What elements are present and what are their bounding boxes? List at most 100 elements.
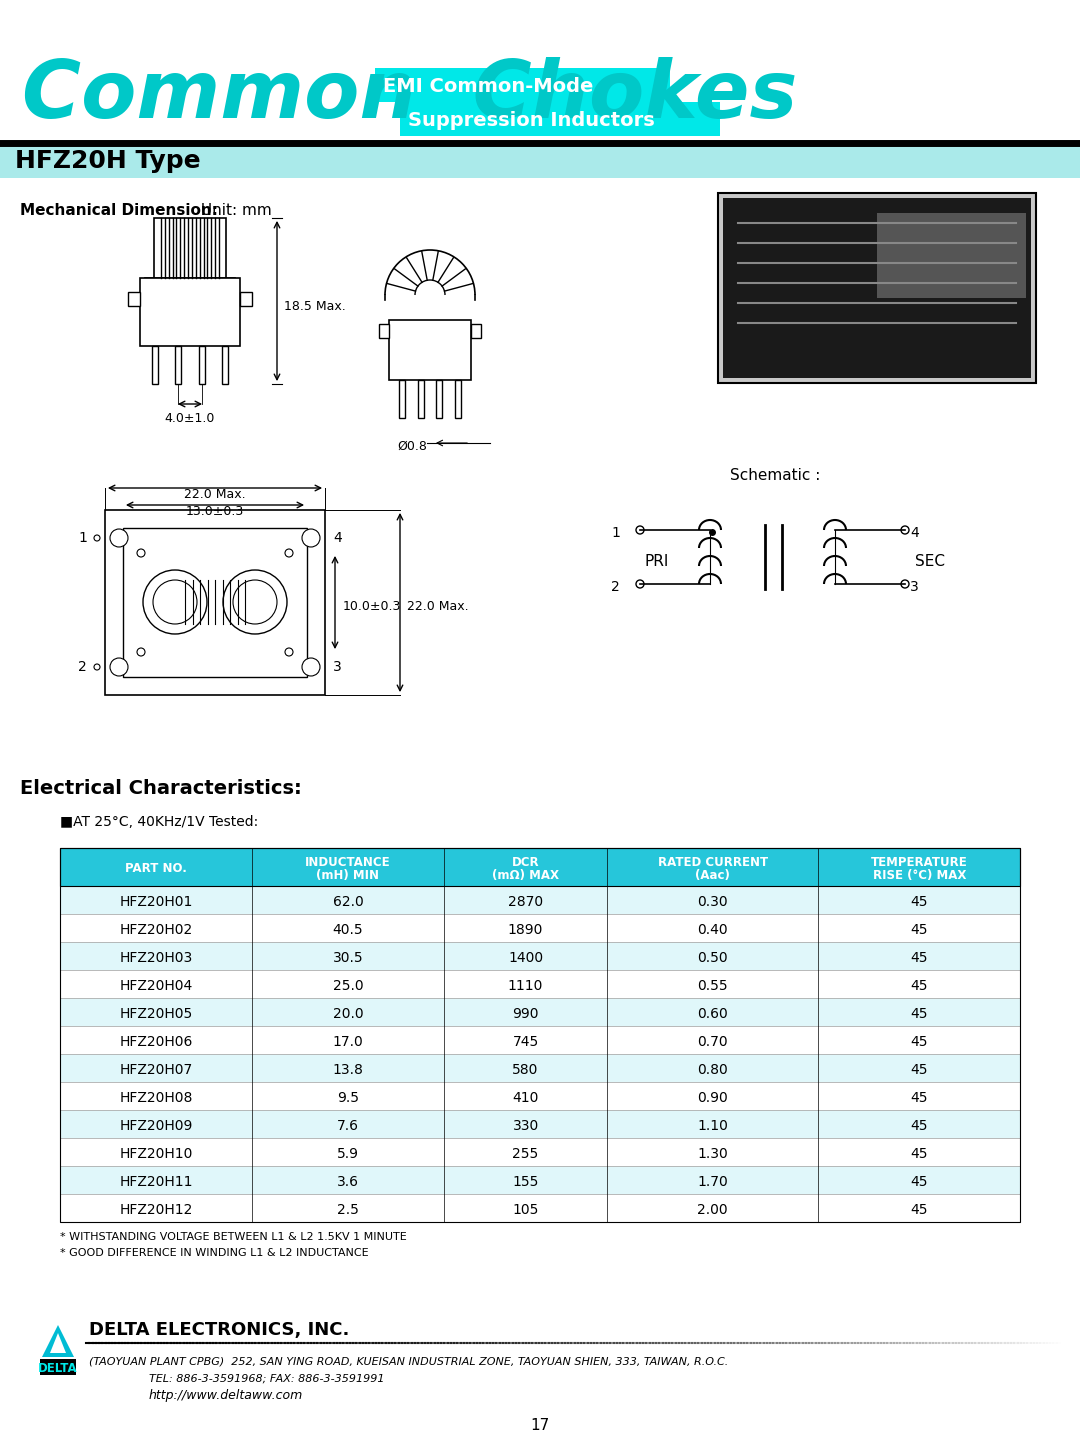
Text: HFZ20H08: HFZ20H08 [119, 1091, 192, 1104]
Circle shape [137, 649, 145, 656]
Text: (Aac): (Aac) [696, 870, 730, 883]
Text: 13.0±0.3: 13.0±0.3 [186, 505, 244, 518]
Circle shape [302, 529, 320, 546]
Bar [140, 278, 240, 347]
Bar [400, 102, 720, 137]
Text: 1.70: 1.70 [698, 1175, 728, 1189]
Circle shape [94, 664, 100, 670]
Text: Mechanical Dimension:: Mechanical Dimension: [21, 203, 218, 219]
Text: HFZ20H05: HFZ20H05 [120, 1007, 192, 1021]
Circle shape [285, 649, 293, 656]
Text: 25.0: 25.0 [333, 979, 363, 994]
Text: 2870: 2870 [508, 894, 543, 909]
Bar [60, 1081, 1020, 1110]
Text: http://www.deltaww.com: http://www.deltaww.com [149, 1389, 303, 1402]
Text: 45: 45 [910, 923, 928, 938]
Text: 45: 45 [910, 1007, 928, 1021]
Text: HFZ20H10: HFZ20H10 [119, 1148, 192, 1160]
Text: 62.0: 62.0 [333, 894, 363, 909]
Text: 745: 745 [513, 1035, 539, 1048]
Text: 30.5: 30.5 [333, 951, 363, 965]
Text: 1890: 1890 [508, 923, 543, 938]
Text: DELTA ELECTRONICS, INC.: DELTA ELECTRONICS, INC. [89, 1322, 349, 1339]
Text: 3: 3 [333, 660, 341, 674]
Bar [123, 528, 307, 677]
Text: 17.0: 17.0 [333, 1035, 363, 1048]
Text: HFZ20H06: HFZ20H06 [119, 1035, 192, 1048]
Text: 9.5: 9.5 [337, 1091, 359, 1104]
Circle shape [110, 659, 129, 676]
Circle shape [94, 535, 100, 541]
Bar [60, 971, 1020, 998]
Text: 45: 45 [910, 1175, 928, 1189]
Text: HFZ20H09: HFZ20H09 [119, 1119, 192, 1133]
Bar [877, 213, 1026, 298]
Bar [60, 1110, 1020, 1137]
Bar [199, 347, 205, 384]
Bar [175, 347, 181, 384]
Text: 3.6: 3.6 [337, 1175, 359, 1189]
Bar [60, 886, 1020, 915]
Text: (mH) MIN: (mH) MIN [316, 870, 379, 883]
Text: HFZ20H07: HFZ20H07 [120, 1063, 192, 1077]
Text: INDUCTANCE: INDUCTANCE [306, 856, 391, 869]
Text: 580: 580 [512, 1063, 539, 1077]
Text: 45: 45 [910, 1063, 928, 1077]
Text: 4.0±1.0: 4.0±1.0 [165, 413, 215, 426]
Text: TEL: 886-3-3591968; FAX: 886-3-3591991: TEL: 886-3-3591968; FAX: 886-3-3591991 [149, 1373, 384, 1383]
Text: Common  Chokes: Common Chokes [22, 58, 797, 135]
Text: HFZ20H Type: HFZ20H Type [15, 150, 201, 173]
Text: 45: 45 [910, 1204, 928, 1217]
Circle shape [302, 659, 320, 676]
Circle shape [636, 580, 644, 588]
Text: * WITHSTANDING VOLTAGE BETWEEN L1 & L2 1.5KV 1 MINUTE: * WITHSTANDING VOLTAGE BETWEEN L1 & L2 1… [60, 1232, 407, 1242]
Bar [436, 380, 442, 418]
Text: Unit: mm: Unit: mm [195, 203, 272, 219]
Circle shape [110, 529, 129, 546]
Text: 1.10: 1.10 [698, 1119, 728, 1133]
Text: HFZ20H12: HFZ20H12 [119, 1204, 192, 1217]
Text: 105: 105 [512, 1204, 539, 1217]
Text: 4: 4 [910, 526, 919, 541]
Text: HFZ20H01: HFZ20H01 [119, 894, 192, 909]
Text: 45: 45 [910, 1035, 928, 1048]
Text: 22.0 Max.: 22.0 Max. [407, 601, 469, 614]
Text: Electrical Characteristics:: Electrical Characteristics: [21, 779, 301, 798]
Text: PART NO.: PART NO. [125, 863, 187, 876]
Bar [718, 193, 1036, 383]
Bar [379, 324, 389, 338]
Text: 1: 1 [78, 531, 87, 545]
Text: (mΩ) MAX: (mΩ) MAX [492, 870, 559, 883]
Text: 1400: 1400 [508, 951, 543, 965]
Text: 13.8: 13.8 [333, 1063, 364, 1077]
Bar [723, 198, 1031, 378]
Bar [60, 998, 1020, 1025]
Text: 2.00: 2.00 [698, 1204, 728, 1217]
Bar [455, 380, 461, 418]
Bar [0, 142, 1080, 178]
Text: RATED CURRENT: RATED CURRENT [658, 856, 768, 869]
Bar [60, 1054, 1020, 1081]
Bar [60, 1166, 1020, 1194]
Text: 2.5: 2.5 [337, 1204, 359, 1217]
Bar [471, 324, 481, 338]
Text: 18.5 Max.: 18.5 Max. [284, 299, 346, 312]
Text: 3: 3 [910, 580, 919, 594]
Circle shape [137, 549, 145, 557]
Bar [129, 292, 140, 306]
Text: 4: 4 [333, 531, 341, 545]
Circle shape [285, 549, 293, 557]
Text: 45: 45 [910, 894, 928, 909]
Text: 410: 410 [512, 1091, 539, 1104]
Text: DELTA: DELTA [38, 1362, 78, 1375]
Bar [60, 1025, 1020, 1054]
Text: 45: 45 [910, 1091, 928, 1104]
Bar [375, 68, 670, 102]
Text: * GOOD DIFFERENCE IN WINDING L1 & L2 INDUCTANCE: * GOOD DIFFERENCE IN WINDING L1 & L2 IND… [60, 1248, 368, 1258]
Circle shape [636, 526, 644, 533]
Text: HFZ20H04: HFZ20H04 [120, 979, 192, 994]
Text: HFZ20H03: HFZ20H03 [120, 951, 192, 965]
Polygon shape [50, 1333, 66, 1353]
Circle shape [143, 569, 207, 634]
Text: 0.70: 0.70 [698, 1035, 728, 1048]
